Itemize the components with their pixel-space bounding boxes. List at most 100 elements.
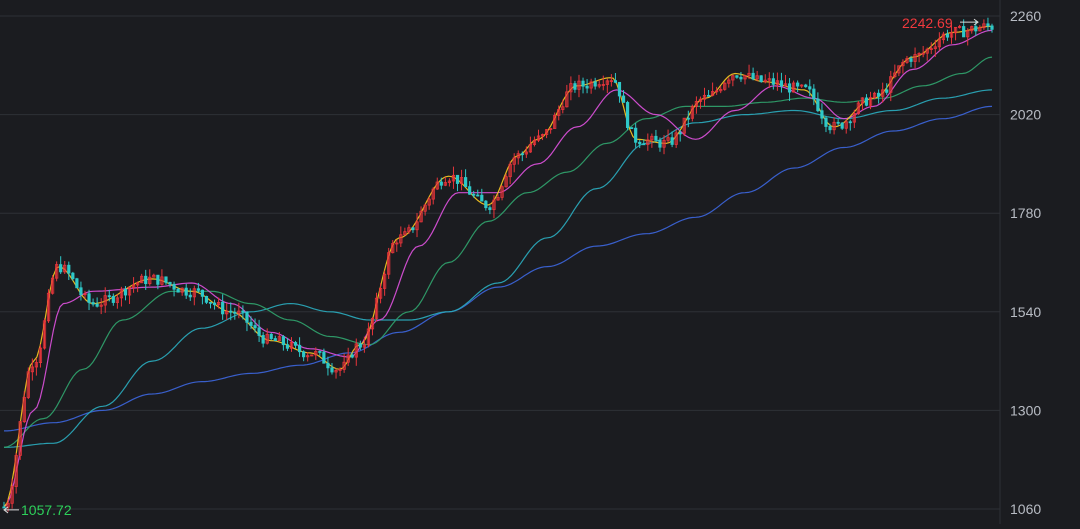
candle-body: [658, 139, 662, 148]
candle: [881, 82, 885, 103]
candle-body: [144, 275, 148, 285]
candle: [589, 78, 593, 94]
candle-body: [771, 78, 775, 85]
candle-body: [864, 97, 869, 106]
candle-body: [917, 53, 921, 55]
candle: [342, 353, 346, 373]
candle: [338, 367, 342, 377]
candle-body: [484, 200, 488, 209]
candle: [536, 129, 541, 143]
candle: [18, 420, 22, 460]
candle-body: [395, 242, 399, 245]
candle: [577, 74, 581, 98]
candle-body: [152, 274, 156, 278]
candle: [30, 358, 34, 381]
candle: [820, 103, 824, 125]
candle-body: [492, 199, 496, 211]
candle: [95, 297, 99, 308]
candle-body: [241, 310, 245, 313]
candle-body: [824, 117, 828, 127]
candle: [2, 501, 6, 509]
candle-body: [561, 106, 565, 110]
candle: [241, 305, 245, 320]
candle-body: [723, 82, 727, 90]
candle-body: [378, 287, 383, 299]
candle-body: [261, 335, 265, 344]
candle: [119, 286, 124, 307]
candle-body: [674, 132, 678, 145]
candle: [34, 358, 38, 376]
candle-body: [832, 121, 836, 131]
candle-body: [925, 48, 929, 54]
candle: [978, 25, 982, 32]
candle-body: [706, 94, 711, 97]
candle: [893, 64, 897, 79]
candle-body: [743, 75, 747, 80]
candle-body: [516, 153, 520, 159]
candle: [480, 188, 484, 202]
candle: [549, 128, 553, 134]
candle: [840, 122, 844, 130]
candle: [565, 84, 569, 108]
candle-body: [403, 231, 407, 236]
candle-body: [140, 275, 144, 284]
min-price-label: 1057.72: [21, 502, 72, 518]
candle: [706, 89, 711, 97]
candle: [941, 31, 946, 44]
candle: [42, 318, 47, 350]
candle-body: [670, 137, 674, 145]
candle-body: [694, 101, 699, 107]
candle-body: [638, 141, 642, 145]
candle: [516, 150, 520, 165]
candle-body: [297, 344, 302, 353]
y-tick-label: 1300: [1010, 402, 1041, 418]
candle: [281, 334, 285, 351]
candle: [192, 285, 196, 306]
candle: [816, 92, 820, 113]
candle-body: [759, 75, 763, 83]
min-marker-arrow: [3, 506, 19, 514]
candle: [791, 80, 796, 93]
candle: [544, 129, 549, 139]
candle: [354, 338, 358, 366]
candle-body: [540, 134, 545, 137]
candle-body: [127, 287, 132, 296]
candle: [743, 74, 747, 85]
candle: [403, 227, 407, 236]
candle: [83, 290, 87, 299]
candle-body: [366, 328, 371, 346]
candle-body: [354, 343, 358, 358]
candle-body: [593, 81, 597, 87]
candle: [739, 71, 743, 82]
candle-body: [581, 80, 585, 87]
candle-body: [34, 362, 38, 368]
candle-body: [962, 26, 966, 38]
candle-body: [18, 421, 22, 456]
candle-body: [423, 204, 427, 212]
candle: [528, 136, 532, 153]
candle-body: [577, 80, 581, 90]
candle-body: [50, 277, 55, 294]
candle: [285, 338, 290, 352]
candle: [330, 362, 334, 375]
candle: [419, 206, 423, 223]
candle-body: [848, 121, 852, 124]
candle-body: [929, 48, 933, 50]
candle-body: [613, 80, 618, 83]
candle-body: [945, 33, 950, 38]
candle: [200, 289, 205, 305]
candle: [488, 205, 492, 215]
candle-body: [836, 121, 840, 124]
candle: [115, 294, 119, 309]
candle: [273, 335, 277, 342]
candle: [415, 213, 419, 238]
candle: [407, 224, 411, 234]
candle: [387, 247, 391, 279]
candle: [897, 65, 901, 77]
candle-body: [391, 243, 395, 254]
candle: [747, 64, 751, 80]
candle-body: [480, 194, 484, 202]
candle: [609, 74, 613, 87]
